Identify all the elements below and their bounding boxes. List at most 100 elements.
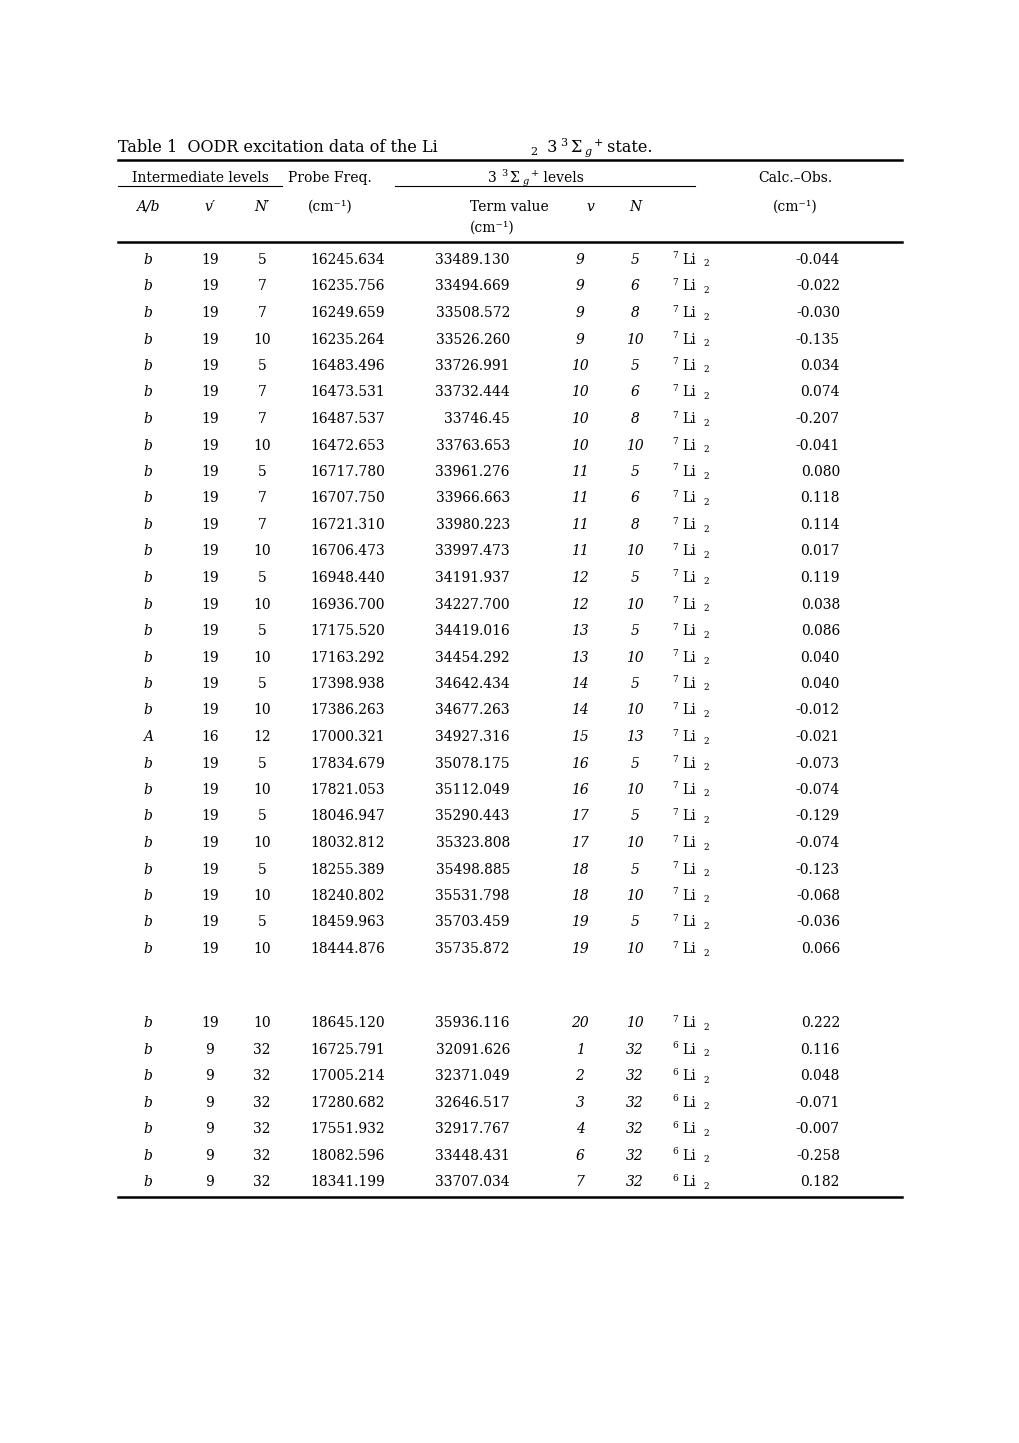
Text: Li: Li [682,413,695,426]
Text: 18032.812: 18032.812 [310,835,384,850]
Text: 7: 7 [672,834,677,844]
Text: 35531.798: 35531.798 [435,889,510,903]
Text: 10: 10 [571,413,588,426]
Text: 16: 16 [201,730,219,745]
Text: Σ: Σ [570,140,581,156]
Text: 7: 7 [672,596,677,605]
Text: 9: 9 [206,1175,214,1189]
Text: 7: 7 [672,861,677,870]
Text: 2: 2 [702,260,708,268]
Text: 2: 2 [702,498,708,506]
Text: 10: 10 [253,704,271,717]
Text: 19: 19 [201,835,219,850]
Text: 0.118: 0.118 [800,492,840,505]
Text: 10: 10 [253,544,271,558]
Text: Σ: Σ [508,172,519,185]
Text: 2: 2 [702,843,708,851]
Text: 10: 10 [253,835,271,850]
Text: b: b [144,597,152,612]
Text: 32: 32 [626,1095,643,1110]
Text: 6: 6 [672,1147,677,1156]
Text: 9: 9 [575,253,584,267]
Text: 5: 5 [630,810,639,824]
Text: 3: 3 [500,169,506,177]
Text: b: b [144,571,152,584]
Text: 16706.473: 16706.473 [310,544,384,558]
Text: Li: Li [682,889,695,903]
Text: 32: 32 [626,1123,643,1136]
Text: 32: 32 [253,1175,270,1189]
Text: b: b [144,915,152,929]
Text: 7: 7 [672,410,677,420]
Text: 7: 7 [672,517,677,525]
Text: 5: 5 [630,571,639,584]
Text: 5: 5 [258,465,266,479]
Text: -0.044: -0.044 [795,253,840,267]
Text: 10: 10 [253,889,271,903]
Text: 2: 2 [702,524,708,534]
Text: 11: 11 [571,492,588,505]
Text: 19: 19 [201,677,219,691]
Text: 19: 19 [201,651,219,664]
Text: Term value: Term value [470,201,548,214]
Text: 18444.876: 18444.876 [310,942,384,957]
Text: 2: 2 [702,1128,708,1137]
Text: 16487.537: 16487.537 [310,413,384,426]
Text: 10: 10 [253,332,271,346]
Text: 16707.750: 16707.750 [310,492,384,505]
Text: 19: 19 [201,810,219,824]
Text: 0.038: 0.038 [800,597,840,612]
Text: 20: 20 [571,1016,588,1030]
Text: 33966.663: 33966.663 [435,492,510,505]
Text: 7: 7 [258,385,266,400]
Text: 6: 6 [672,1121,677,1130]
Text: -0.258: -0.258 [795,1149,840,1163]
Text: Li: Li [682,359,695,372]
Text: 9: 9 [575,332,584,346]
Text: 5: 5 [630,677,639,691]
Text: 6: 6 [672,1042,677,1051]
Text: 2: 2 [530,147,537,157]
Text: 7: 7 [672,491,677,499]
Text: 33763.653: 33763.653 [435,439,510,453]
Text: +: + [593,139,603,149]
Text: -0.012: -0.012 [795,704,840,717]
Text: 32: 32 [626,1069,643,1084]
Text: 2: 2 [702,551,708,560]
Text: 19: 19 [201,1016,219,1030]
Text: 19: 19 [201,597,219,612]
Text: 0.222: 0.222 [800,1016,840,1030]
Text: 19: 19 [201,889,219,903]
Text: 5: 5 [258,756,266,771]
Text: 2: 2 [702,631,708,639]
Text: 32: 32 [253,1149,270,1163]
Text: 33746.45: 33746.45 [443,413,510,426]
Text: 7: 7 [672,251,677,261]
Text: 19: 19 [201,863,219,876]
Text: 16717.780: 16717.780 [310,465,384,479]
Text: Li: Li [682,784,695,797]
Text: b: b [144,1123,152,1136]
Text: Li: Li [682,571,695,584]
Text: 0.048: 0.048 [800,1069,840,1084]
Text: 13: 13 [571,651,588,664]
Text: 0.040: 0.040 [800,651,840,664]
Text: 11: 11 [571,518,588,532]
Text: 12: 12 [571,571,588,584]
Text: b: b [144,835,152,850]
Text: b: b [144,306,152,320]
Text: Li: Li [682,253,695,267]
Text: Li: Li [682,1043,695,1056]
Text: 7: 7 [258,518,266,532]
Text: b: b [144,677,152,691]
Text: 19: 19 [201,385,219,400]
Text: 34454.292: 34454.292 [435,651,510,664]
Text: 17005.214: 17005.214 [310,1069,384,1084]
Text: 0.074: 0.074 [800,385,840,400]
Text: 16473.531: 16473.531 [310,385,384,400]
Text: 2: 2 [702,922,708,931]
Text: 5: 5 [258,677,266,691]
Text: 7: 7 [258,413,266,426]
Text: 34227.700: 34227.700 [435,597,510,612]
Text: 2: 2 [702,948,708,958]
